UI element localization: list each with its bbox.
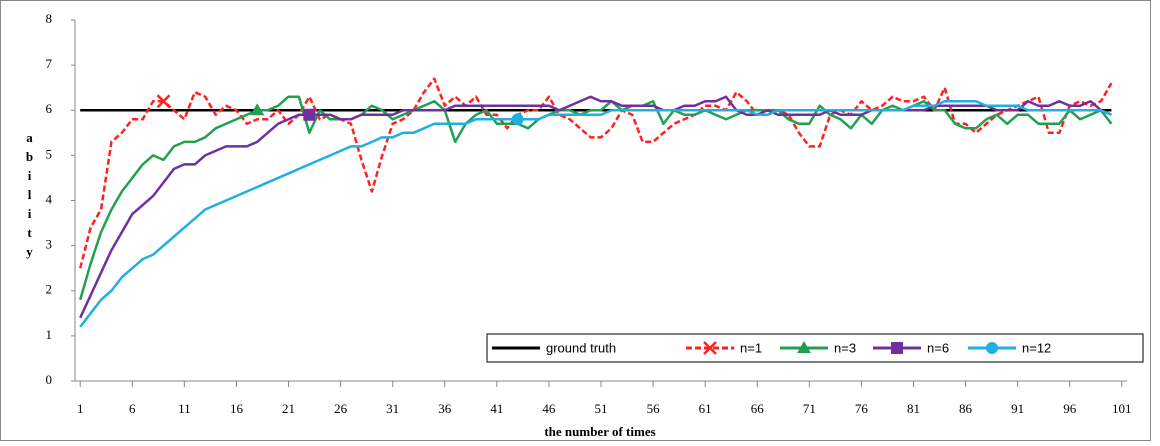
y-tick-label: 1 [46, 327, 53, 342]
series-line [78, 77, 1113, 269]
x-tick-label: 41 [490, 401, 503, 416]
marker [511, 113, 524, 126]
y-tick-label: 5 [46, 146, 53, 161]
x-tick-label: 31 [386, 401, 399, 416]
y-tick-label: 8 [46, 11, 53, 26]
legend-label: ground truth [546, 340, 616, 355]
legend-label: n=3 [834, 340, 856, 355]
legend-label: n=6 [927, 340, 949, 355]
x-tick-label: 51 [595, 401, 608, 416]
legend-label: n=1 [740, 340, 762, 355]
legend-label: n=12 [1022, 340, 1051, 355]
x-tick-label: 66 [751, 401, 765, 416]
x-tick-label: 56 [647, 401, 661, 416]
y-tick-label: 7 [46, 56, 53, 71]
marker [250, 103, 265, 116]
marker [703, 341, 717, 355]
y-tick-label: 0 [46, 372, 53, 387]
x-tick-label: 76 [855, 401, 869, 416]
y-tick-label: 6 [46, 101, 53, 116]
x-tick-label: 36 [438, 401, 452, 416]
x-tick-label: 101 [1112, 401, 1132, 416]
marker [986, 342, 998, 354]
x-tick-label: 86 [959, 401, 973, 416]
x-tick-label: 61 [699, 401, 712, 416]
x-tick-label: 46 [542, 401, 556, 416]
y-axis-title: ability [22, 130, 37, 263]
marker [303, 108, 316, 121]
x-tick-label: 96 [1063, 401, 1077, 416]
y-tick-label: 3 [46, 237, 53, 252]
x-tick-label: 91 [1011, 401, 1024, 416]
x-tick-label: 16 [230, 401, 244, 416]
x-tick-label: 6 [129, 401, 136, 416]
y-tick-label: 4 [46, 191, 53, 206]
x-tick-label: 71 [803, 401, 816, 416]
x-tick-label: 1 [77, 401, 84, 416]
series-line [79, 95, 1112, 319]
x-tick-label: 26 [334, 401, 348, 416]
x-tick-label: 21 [282, 401, 295, 416]
x-axis-title: the number of times [544, 424, 655, 439]
marker [891, 342, 903, 354]
y-tick-label: 2 [46, 282, 53, 297]
marker [156, 94, 171, 109]
series-line [79, 99, 1112, 328]
x-tick-label: 11 [178, 401, 191, 416]
x-tick-label: 81 [907, 401, 920, 416]
marker [797, 341, 811, 353]
